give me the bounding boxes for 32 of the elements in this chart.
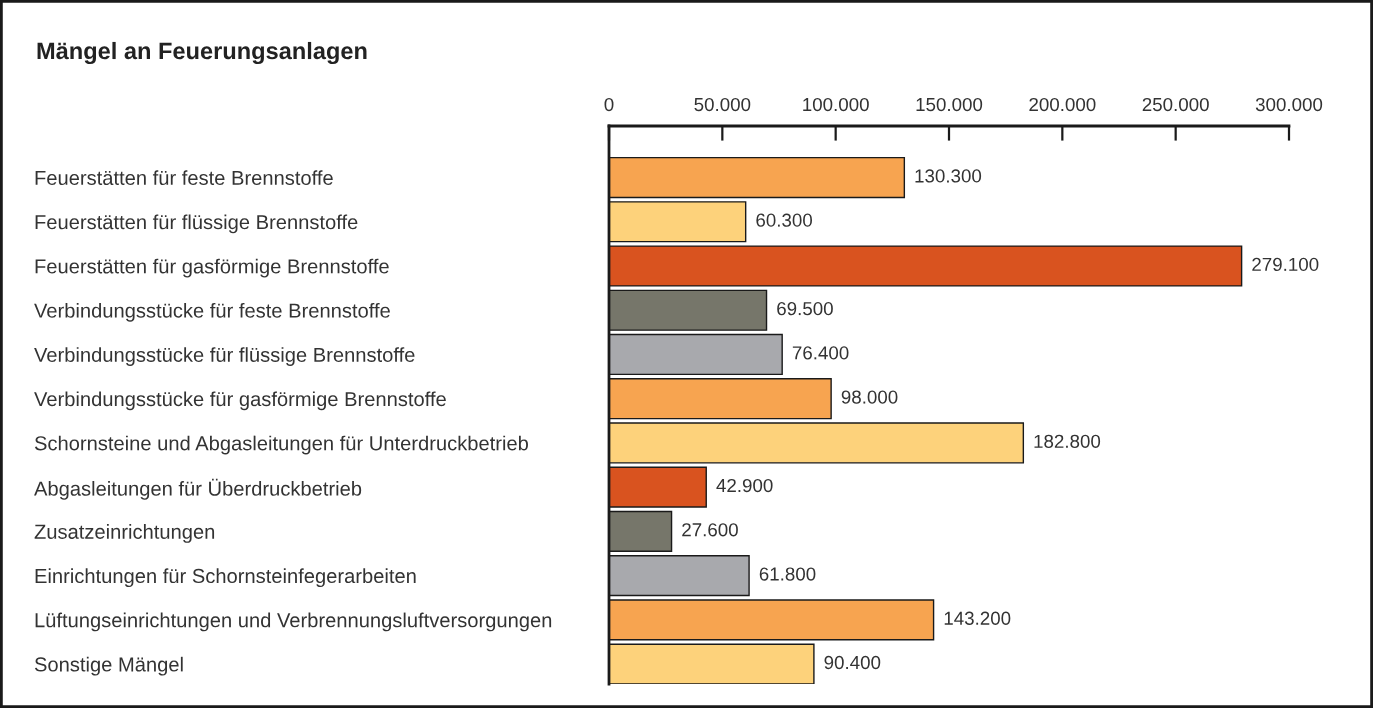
data-label: 76.400 [792,346,849,360]
data-label: 60.300 [756,213,813,227]
y-tick-label: Verbindungsstücke für gasförmige Brennstoffe [34,391,446,411]
data-label: 143.200 [944,611,1011,625]
data-label: 182.800 [1034,434,1101,448]
data-label: 98.000 [841,390,898,404]
data-label: 130.300 [915,169,982,183]
y-tick-label: Feuerstätten für flüssige Brennstoffe [35,214,358,234]
y-tick-label: Feuerstätten für gasförmige Brennstoffe [35,258,389,278]
y-tick-label: Sonstige Mängel [34,656,183,676]
data-label: 279.100 [1252,257,1319,272]
x-tick-label: 0 [604,97,614,112]
data-label: 27.600 [682,523,738,537]
x-tick-label: 300.000 [1255,97,1323,112]
x-tick-label: 150.000 [916,97,983,112]
y-tick-label: Einrichtungen für Schornsteinfegerarbeiten [35,568,416,588]
x-tick-label: 200.000 [1029,97,1096,112]
data-label: 42.900 [716,478,773,493]
data-label: 61.800 [759,567,816,581]
x-tick-label: 250.000 [1142,97,1209,112]
y-tick-label: Schornsteine und Abgasleitungen für Unterdruckbetrieb [34,435,528,455]
data-label: 69.500 [777,301,833,316]
y-tick-label: Verbindungsstücke für flüssige Brennstoffe [34,347,415,366]
y-tick-label: Verbindungsstücke für feste Brennstoffe [34,302,390,322]
y-tick-label: Zusatzeinrichtungen [34,524,215,543]
text: Mängel an Feuerungsanlagen [37,41,367,65]
y-tick-label: Feuerstätten für feste Brennstoffe [35,170,333,186]
y-tick-label: Lüftungseinrichtungen und Verbrennungsluftversorgungen [35,612,552,632]
y-tick-label: Abgasleitungen für Überdruckbetrieb [34,478,362,500]
x-tick-label: 50.000 [694,97,751,112]
x-tick-label: 100.000 [803,97,869,112]
data-label: 90.400 [824,655,881,670]
